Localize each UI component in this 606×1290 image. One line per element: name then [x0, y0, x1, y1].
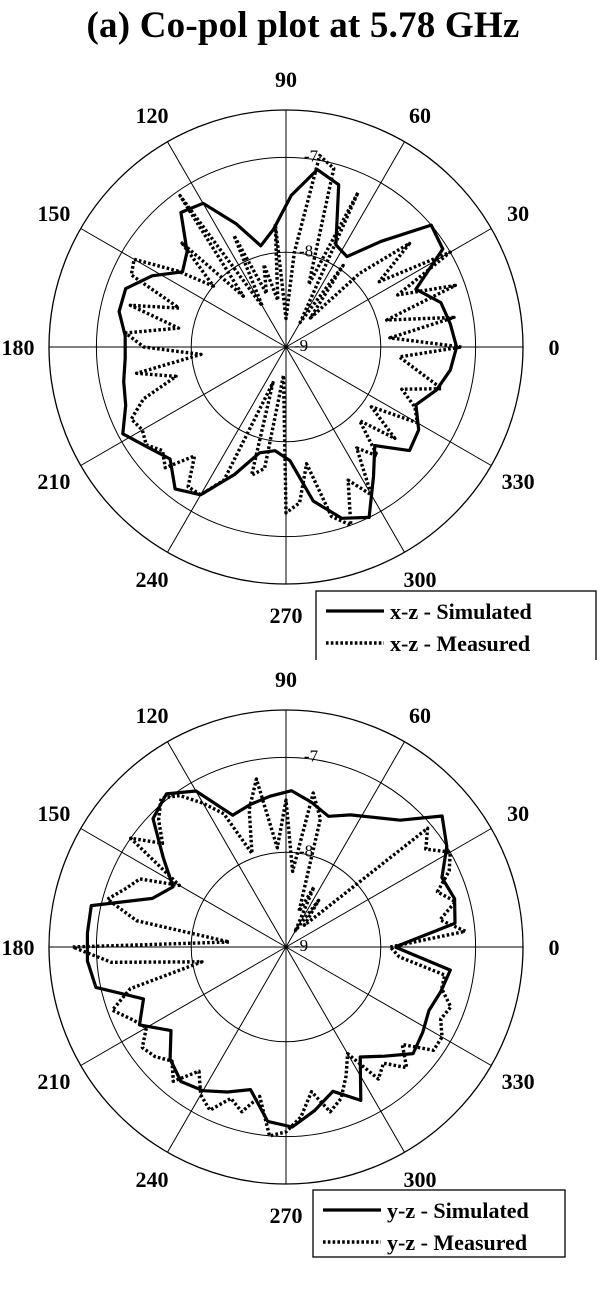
angle-spoke [80, 828, 287, 948]
angle-spoke [167, 741, 287, 948]
angle-tick-label: 210 [37, 1069, 70, 1094]
radial-tick-label: -7 [304, 747, 319, 766]
angle-spoke [80, 946, 287, 1066]
angle-tick-label: 60 [409, 703, 431, 728]
radial-tick-label: -9 [294, 936, 308, 955]
angle-spoke [285, 946, 492, 1066]
series-line-simulated [85, 789, 457, 1129]
angle-tick-label: 180 [2, 335, 35, 360]
radial-tick-label: -7 [304, 147, 319, 166]
angle-tick-label: 150 [37, 201, 70, 226]
angle-tick-label: 300 [404, 567, 437, 592]
angle-tick-label: 270 [270, 603, 303, 628]
angle-tick-label: 270 [270, 1203, 303, 1228]
angle-spoke [285, 946, 405, 1153]
legend-entry: x-z - Measured [390, 631, 530, 656]
angle-tick-label: 330 [502, 469, 535, 494]
angle-tick-label: 0 [549, 935, 560, 960]
angle-tick-label: 330 [502, 1069, 535, 1094]
angle-tick-label: 90 [275, 67, 297, 92]
angle-tick-label: 0 [549, 335, 560, 360]
angle-tick-label: 30 [507, 801, 529, 826]
radial-tick-label: -9 [294, 336, 308, 355]
legend-box [312, 1189, 566, 1258]
polar-chart-top: 0 30 60 90 120 150 180 210 240 270 300 330 -9 -8 -7 x-z… [2, 67, 597, 660]
angle-spoke [285, 346, 405, 553]
angle-spoke [167, 346, 287, 553]
angle-spoke [80, 346, 287, 466]
series-line-measured [71, 777, 468, 1138]
angle-tick-label: 180 [2, 935, 35, 960]
angle-spoke [285, 346, 492, 466]
angle-tick-label: 210 [37, 469, 70, 494]
series-line-measured [123, 153, 462, 527]
angle-tick-label: 240 [136, 1167, 169, 1192]
page-title: (a) Co-pol plot at 5.78 GHz [86, 5, 520, 46]
angle-tick-label: 150 [37, 801, 70, 826]
polar-chart-bottom: 0 30 60 90 120 150 180 210 240 270 300 330 -9 -8 -7 y-z… [2, 667, 566, 1258]
radial-tick-label: -8 [299, 841, 313, 860]
angle-spoke [285, 828, 492, 948]
angle-tick-label: 300 [404, 1167, 437, 1192]
angle-tick-label: 90 [275, 667, 297, 692]
legend-box [315, 590, 597, 660]
angle-spoke [285, 228, 492, 348]
angle-tick-label: 120 [136, 703, 169, 728]
angle-spoke [285, 741, 405, 948]
legend-entry: y-z - Measured [387, 1230, 527, 1255]
radial-tick-label: -8 [299, 241, 313, 260]
legend-entry: x-z - Simulated [390, 599, 532, 624]
series-line-simulated [117, 168, 459, 520]
angle-tick-label: 120 [136, 103, 169, 128]
angle-spoke [167, 946, 287, 1153]
angle-spoke [80, 228, 287, 348]
angle-tick-label: 30 [507, 201, 529, 226]
angle-spoke [167, 141, 287, 348]
legend-entry: y-z - Simulated [387, 1198, 529, 1223]
angle-tick-label: 240 [136, 567, 169, 592]
legend: y-z - Simulated y-z - Measured [312, 1189, 566, 1258]
legend: x-z - Simulated x-z - Measured [315, 590, 597, 660]
angle-tick-label: 60 [409, 103, 431, 128]
